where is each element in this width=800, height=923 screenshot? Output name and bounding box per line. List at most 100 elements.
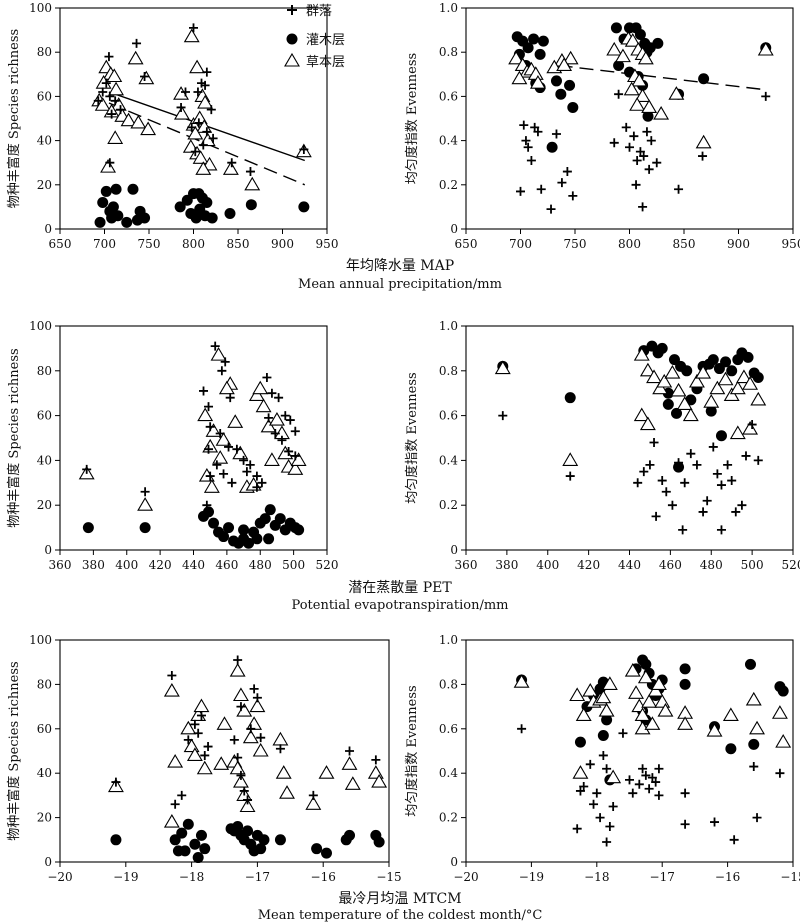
herb-point — [255, 398, 272, 413]
y-tick-label: 0 — [450, 543, 458, 557]
shrub-point — [201, 196, 213, 208]
community-point — [167, 671, 177, 681]
community-point — [598, 750, 608, 760]
x-tick-label: 700 — [93, 237, 116, 251]
herb-point — [239, 798, 256, 813]
herb-point — [232, 687, 249, 702]
community-point — [256, 733, 266, 743]
legend-item-herb: 草本层 — [284, 52, 345, 70]
community-point — [200, 750, 210, 760]
community-point — [645, 460, 655, 470]
y-tick-label: 20 — [37, 498, 52, 512]
community-point — [280, 411, 290, 421]
herb-point — [511, 70, 528, 85]
y-tick-label: 0.6 — [439, 89, 458, 103]
herb-point — [187, 125, 204, 140]
community-point — [727, 476, 737, 486]
herb-point — [717, 371, 734, 386]
herb-point — [279, 785, 295, 799]
community-point — [227, 158, 237, 168]
herb-point — [232, 773, 249, 788]
x-tick-label: 750 — [138, 237, 161, 251]
community-point — [557, 178, 567, 188]
legend: 群落 灌木层 草本层 — [284, 4, 345, 70]
x-tick-label: 460 — [659, 558, 682, 572]
shrub-point — [555, 88, 567, 100]
community-point — [204, 444, 214, 454]
herb-point — [639, 362, 656, 377]
herb-point — [742, 420, 759, 435]
panel-MAP-evenness: 650 700 750 800 850 900 950 0 0.2 0.4 0.6 0.8 1.0 均匀度… — [404, 1, 800, 251]
community-point — [193, 87, 203, 97]
community-point — [632, 155, 642, 165]
community-point — [229, 735, 239, 745]
shrub-point — [182, 818, 194, 830]
community-point — [194, 118, 204, 128]
community-point — [116, 105, 126, 115]
herb-point — [173, 86, 189, 100]
x-tick-label: −16 — [311, 870, 336, 884]
herb-point — [677, 716, 694, 730]
herb-point — [729, 425, 746, 440]
shrub-point — [274, 834, 286, 846]
herb-point — [494, 360, 511, 375]
community-point — [180, 87, 190, 97]
shrub-point — [185, 208, 197, 220]
shrub-point — [199, 843, 211, 855]
x-tick-label: 360 — [49, 558, 72, 572]
community-point — [585, 759, 595, 769]
community-point — [652, 158, 662, 168]
shrub-point — [195, 829, 207, 841]
herb-point — [242, 729, 259, 744]
community-point — [198, 140, 208, 150]
y-tick-label: 0.4 — [439, 453, 458, 467]
y-tick-label: 40 — [37, 134, 52, 148]
y-axis-label: 物种丰富度 Species richness — [6, 661, 22, 840]
herb-point — [664, 364, 681, 379]
herb-point — [186, 747, 203, 761]
herb-point — [318, 765, 335, 779]
community-point — [629, 131, 639, 141]
herb-point — [657, 702, 674, 717]
community-point — [224, 442, 234, 452]
y-tick-label: 0.6 — [439, 722, 458, 736]
herb-point — [656, 373, 673, 388]
shrub-point — [179, 845, 191, 857]
herb-point — [562, 50, 579, 65]
shrub-point — [94, 216, 106, 228]
shrub-point — [662, 398, 674, 410]
community-point — [212, 460, 222, 470]
community-point — [589, 799, 599, 809]
herb-point — [263, 452, 280, 466]
legend-item-community: 群落 — [287, 4, 332, 19]
community-point — [176, 102, 186, 112]
community-point — [219, 469, 229, 479]
herb-point — [108, 81, 125, 96]
community-point — [252, 482, 262, 492]
herb-point — [569, 687, 586, 702]
y-axis-label: 物种丰富度 Species richness — [6, 348, 22, 527]
community-point — [274, 393, 284, 403]
community-point — [246, 724, 256, 734]
community-point — [680, 819, 690, 829]
community-point — [712, 469, 722, 479]
y-tick-label: 100 — [29, 319, 52, 333]
shrub-point — [174, 201, 186, 213]
community-point — [196, 710, 206, 720]
community-point — [220, 357, 230, 367]
row3-xlabel-cn: 最冷月均温 MTCM — [338, 891, 461, 907]
shrub-point — [218, 531, 230, 543]
shrub-point — [223, 522, 235, 534]
shrub-point — [110, 834, 122, 846]
herb-point — [140, 121, 157, 136]
shrub-point — [121, 216, 133, 228]
plot-frame — [59, 639, 390, 863]
herb-point — [634, 88, 651, 102]
community-point — [562, 167, 572, 177]
shrub-point — [112, 210, 124, 222]
community-point — [608, 802, 618, 811]
shrub-point — [293, 524, 305, 536]
shrub-point — [311, 843, 323, 855]
community-point — [579, 782, 589, 792]
herb-point — [189, 59, 206, 74]
